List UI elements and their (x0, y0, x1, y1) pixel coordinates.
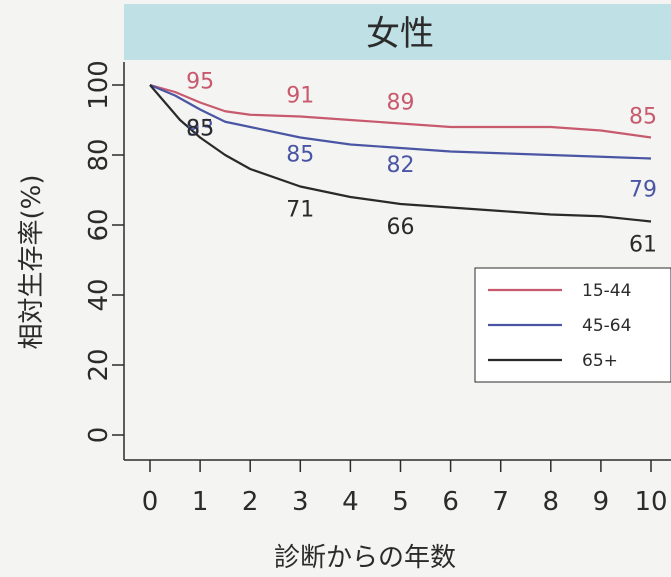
x-ticks: 0 1 2 3 4 5 6 7 8 9 10 (142, 460, 668, 517)
x-tick-label: 8 (543, 487, 560, 517)
legend: 15-44 45-64 65+ (474, 267, 671, 383)
data-label-45-64: 85 (286, 143, 314, 168)
y-axis-title: 相対生存率(%) (17, 175, 47, 350)
data-label-45-64: 93 (186, 117, 214, 142)
series-line-65+ (149, 84, 652, 223)
y-tick-label: 60 (84, 208, 114, 241)
y-tick-label: 20 (84, 348, 114, 381)
legend-label-65+: 65+ (582, 351, 618, 371)
y-tick-label: 40 (84, 278, 114, 311)
data-label-65+: 61 (629, 233, 657, 258)
data-label-65+: 66 (387, 215, 415, 240)
x-tick-label: 10 (634, 487, 667, 517)
x-axis-title: 診断からの年数 (274, 543, 456, 573)
x-tick-label: 5 (392, 487, 409, 517)
data-label-45-64: 79 (629, 178, 657, 203)
series-lines (149, 83, 652, 223)
data-label-15-44: 89 (387, 91, 415, 116)
series-line-45-64 (149, 83, 652, 160)
data-label-45-64: 82 (387, 153, 415, 178)
y-ticks: 0 20 40 60 80 100 (84, 60, 124, 443)
legend-label-15-44: 15-44 (582, 281, 631, 301)
x-tick-label: 6 (442, 487, 459, 517)
series-line-15-44 (149, 83, 652, 139)
x-tick-label: 2 (242, 487, 259, 517)
data-label-15-44: 85 (629, 105, 657, 130)
panel-header-background (124, 4, 671, 60)
x-tick-label: 3 (292, 487, 309, 517)
x-tick-label: 4 (342, 487, 359, 517)
data-label-15-44: 95 (186, 70, 214, 95)
x-tick-label: 0 (142, 487, 159, 517)
panel-title: 女性 (366, 14, 434, 54)
x-tick-label: 9 (593, 487, 610, 517)
y-tick-label: 0 (84, 427, 114, 444)
legend-label-45-64: 45-64 (582, 316, 631, 336)
y-tick-label: 80 (84, 138, 114, 171)
data-label-15-44: 91 (286, 84, 314, 109)
data-label-65+: 85 (186, 117, 214, 142)
y-tick-label: 100 (84, 60, 114, 110)
x-tick-label: 1 (192, 487, 209, 517)
x-tick-label: 7 (492, 487, 509, 517)
data-label-65+: 71 (286, 198, 314, 223)
